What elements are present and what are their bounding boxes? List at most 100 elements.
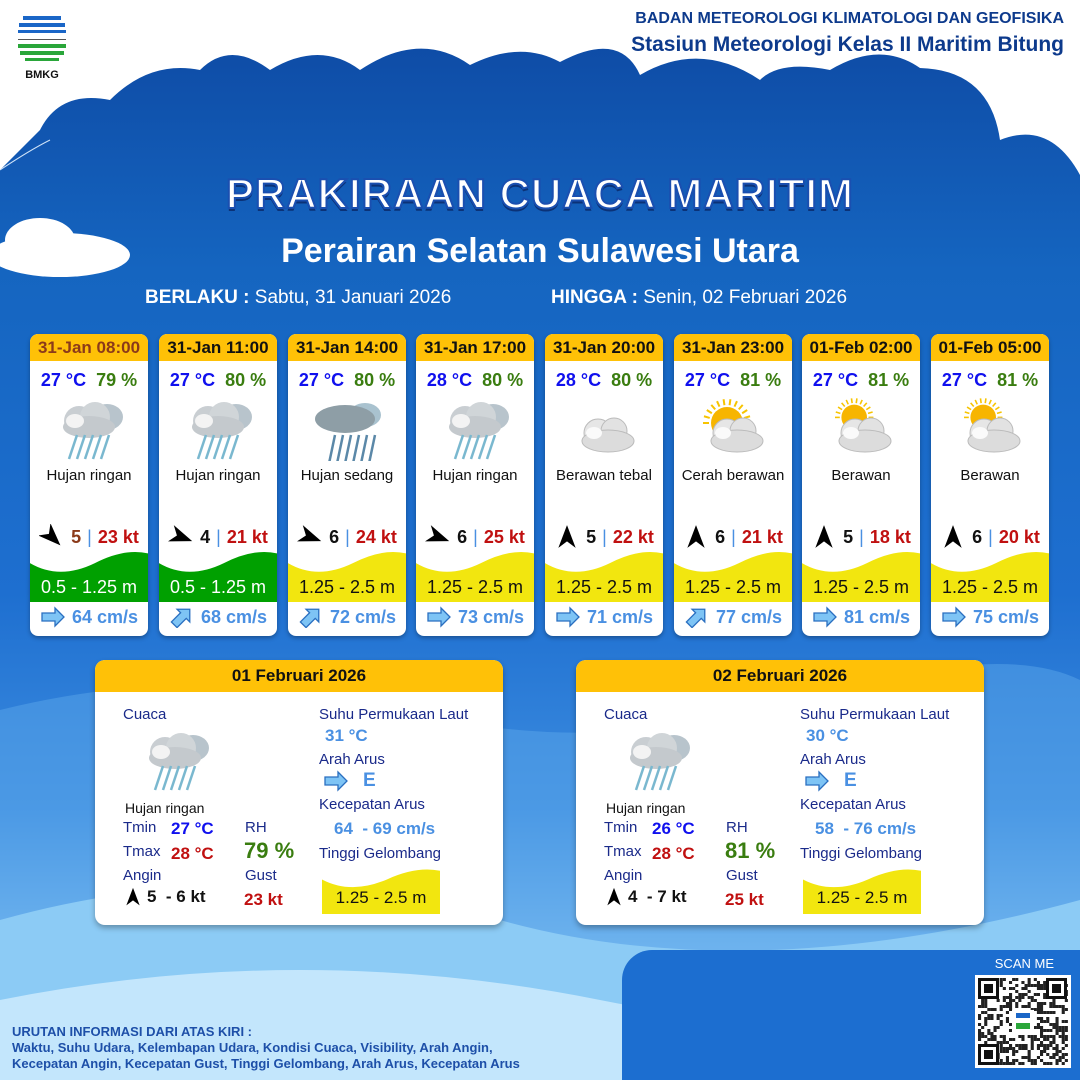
- weather-condition: Berawan: [960, 467, 1020, 484]
- wind-direction-icon: [297, 525, 322, 542]
- rh-value: 79 %: [244, 838, 295, 863]
- humidity: 81 %: [997, 370, 1039, 390]
- tmin-value: 27 °C: [171, 819, 214, 838]
- air-temperature: 27 °C: [169, 370, 216, 390]
- weather-condition: Berawan: [831, 467, 891, 484]
- light-rain-icon: [192, 402, 252, 460]
- gust-label: Gust: [726, 867, 758, 884]
- wave-shape: [30, 551, 148, 602]
- cloudy-icon: [964, 398, 1021, 453]
- current-speed-value: 64 - 69 cm/s: [334, 819, 436, 838]
- current-speed: 71 cm/s: [586, 606, 654, 627]
- wind-label: Angin: [604, 867, 643, 884]
- summary-date: 01 Februari 2026: [95, 660, 503, 692]
- valid-from: BERLAKU : Sabtu, 31 Januari 2026: [145, 287, 451, 309]
- current-direction-icon: [299, 608, 320, 628]
- humidity: 81 %: [868, 370, 910, 390]
- current-speed: 72 cm/s: [329, 606, 397, 627]
- wind-label: Angin: [123, 867, 162, 884]
- forecast-time: 31-Jan 11:00: [159, 334, 277, 361]
- weather-condition: Hujan sedang: [300, 467, 394, 484]
- current-direction-icon: [685, 608, 706, 628]
- forecast-time: 01-Feb 05:00: [931, 334, 1049, 361]
- current-speed: 64 cm/s: [71, 606, 139, 627]
- tmax-label: Tmax: [123, 843, 161, 860]
- current-direction-icon: [813, 606, 837, 628]
- tmin-label: Tmin: [123, 819, 157, 836]
- forecast-card: 31-Jan 14:00 27 °C 80 % Hujan sedang 6 | 2…: [288, 334, 406, 636]
- gust-speed: 22 kt: [612, 526, 654, 547]
- current-speed-label: Kecepatan Arus: [319, 796, 425, 813]
- forecast-card: 31-Jan 17:00 28 °C 80 % Hujan ringan 6 | 2…: [416, 334, 534, 636]
- wave-height-value: 1.25 - 2.5 m: [941, 577, 1039, 597]
- rh-value: 81 %: [725, 838, 776, 863]
- station-name: Stasiun Meteorologi Kelas II Maritim Bit…: [631, 33, 1064, 56]
- light-rain-icon: [630, 733, 690, 791]
- current-speed: 77 cm/s: [715, 606, 783, 627]
- wave-height-value: 0.5 - 1.25 m: [40, 577, 138, 597]
- summary-condition: Hujan ringan: [606, 800, 686, 816]
- wave-shape: [674, 551, 792, 602]
- legend-line-1: Waktu, Suhu Udara, Kelembapan Udara, Kon…: [12, 1040, 493, 1055]
- current-speed-value: 58 - 76 cm/s: [815, 819, 917, 838]
- current-dir-value: E: [844, 770, 857, 791]
- wave-height: 1.25 - 2.5 m: [674, 548, 792, 602]
- light-rain-icon: [63, 402, 123, 460]
- gust-speed: 21 kt: [741, 526, 783, 547]
- qr-code[interactable]: [975, 975, 1071, 1068]
- gust-speed: 24 kt: [355, 526, 397, 547]
- wave-height: 1.25 - 2.5 m: [545, 548, 663, 602]
- air-temperature: 27 °C: [298, 370, 345, 390]
- current-speed-label: Kecepatan Arus: [800, 796, 906, 813]
- wave-label: Tinggi Gelombang: [800, 845, 923, 862]
- wind-speed: 6: [715, 526, 726, 547]
- rh-label: RH: [245, 819, 267, 836]
- tmax-value: 28 °C: [171, 844, 214, 863]
- gust-speed: 21 kt: [226, 526, 268, 547]
- tmax-label: Tmax: [604, 843, 642, 860]
- current-direction-icon: [942, 606, 966, 628]
- sst-label: Suhu Permukaan Laut: [319, 706, 469, 723]
- current-dir-value: E: [363, 770, 376, 791]
- gust-label: Gust: [245, 867, 277, 884]
- wave-shape: [322, 869, 440, 914]
- current-direction-icon: [170, 608, 191, 628]
- wind-direction-icon: [39, 524, 61, 546]
- weather-label: Cuaca: [604, 706, 648, 723]
- wave-shape: [545, 551, 663, 602]
- wave-shape: [159, 551, 277, 602]
- wave-shape: [802, 551, 920, 602]
- wave-height-value: 1.25 - 2.5 m: [426, 577, 524, 597]
- logo-text: BMKG: [25, 69, 59, 81]
- wind-direction-icon: [815, 525, 833, 548]
- summary-wind: 4 - 7 kt: [628, 887, 687, 906]
- wind-direction-icon: [168, 525, 193, 542]
- page-title: PRAKIRAAN CUACA MARITIM: [225, 169, 855, 218]
- humidity: 79 %: [96, 370, 138, 390]
- org-name: BADAN METEOROLOGI KLIMATOLOGI DAN GEOFIS…: [635, 10, 1064, 27]
- wind-direction-icon: [126, 887, 140, 906]
- air-temperature: 28 °C: [426, 370, 473, 390]
- wind-speed: 4: [200, 526, 211, 547]
- forecast-card: 01-Feb 05:00 27 °C 81 % Berawan 6 | 20 kt …: [931, 334, 1049, 636]
- summary-wave-value: 1.25 - 2.5 m: [335, 888, 427, 907]
- current-direction-icon: [805, 770, 829, 792]
- rh-label: RH: [726, 819, 748, 836]
- humidity: 80 %: [225, 370, 267, 390]
- air-temperature: 28 °C: [555, 370, 602, 390]
- wind-speed: 5: [843, 526, 854, 547]
- sst-label: Suhu Permukaan Laut: [800, 706, 950, 723]
- overcast-icon: [581, 417, 635, 453]
- daily-summary-panel: 01 Februari 2026 Cuaca Hujan ringan Tmin…: [95, 660, 503, 925]
- wind-direction-icon: [687, 525, 705, 548]
- current-direction-icon: [324, 770, 348, 792]
- gust-speed: 18 kt: [869, 526, 911, 547]
- wind-speed: 6: [457, 526, 468, 547]
- weather-condition: Hujan ringan: [432, 467, 518, 484]
- wave-height: 0.5 - 1.25 m: [30, 548, 148, 602]
- summary-wave: 1.25 - 2.5 m: [803, 866, 921, 914]
- forecast-time: 01-Feb 02:00: [802, 334, 920, 361]
- current-direction-icon: [427, 606, 451, 628]
- weather-condition: Berawan tebal: [556, 467, 652, 484]
- forecast-time: 31-Jan 14:00: [288, 334, 406, 361]
